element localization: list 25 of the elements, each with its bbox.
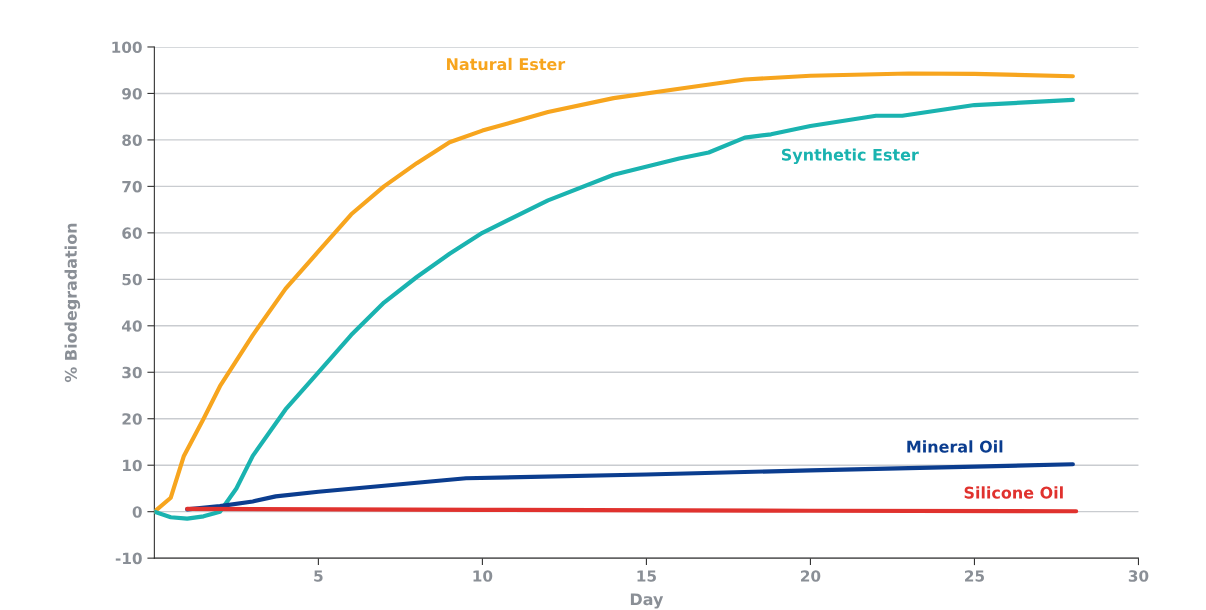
- x-axis-title: Day: [630, 593, 664, 609]
- x-tick-label: 20: [801, 570, 821, 582]
- x-tick-label: 25: [965, 570, 985, 582]
- y-tick-label: 80: [122, 134, 142, 146]
- y-tick-label: 10: [123, 459, 142, 472]
- y-tick-label: 30: [122, 366, 142, 379]
- y-tick-label: 20: [122, 413, 142, 425]
- x-tick-label: 5: [314, 570, 323, 582]
- line-series: [185, 462, 1075, 512]
- x-tick-label: 30: [1128, 570, 1149, 582]
- x-tick-label: 10: [473, 570, 493, 582]
- y-tick-label: 90: [122, 87, 142, 100]
- y-tick-label: 0: [132, 506, 142, 518]
- series-label: Mineral Oil: [907, 440, 1003, 453]
- y-tick-label: 100: [112, 41, 142, 53]
- y-tick-label: -10: [115, 552, 142, 565]
- y-tick-label: 60: [122, 227, 142, 239]
- text: Natural Ester: [447, 57, 566, 71]
- y-tick-label: 70: [122, 180, 142, 193]
- y-axis-title: % Biodegradation: [64, 223, 81, 383]
- y-tick-label: 50: [122, 273, 142, 286]
- y-tick-label: 40: [121, 320, 142, 332]
- x-tick-label: 15: [637, 570, 656, 582]
- series-label: Silicone Oil: [964, 486, 1063, 499]
- series-label: Synthetic Ester: [781, 148, 919, 164]
